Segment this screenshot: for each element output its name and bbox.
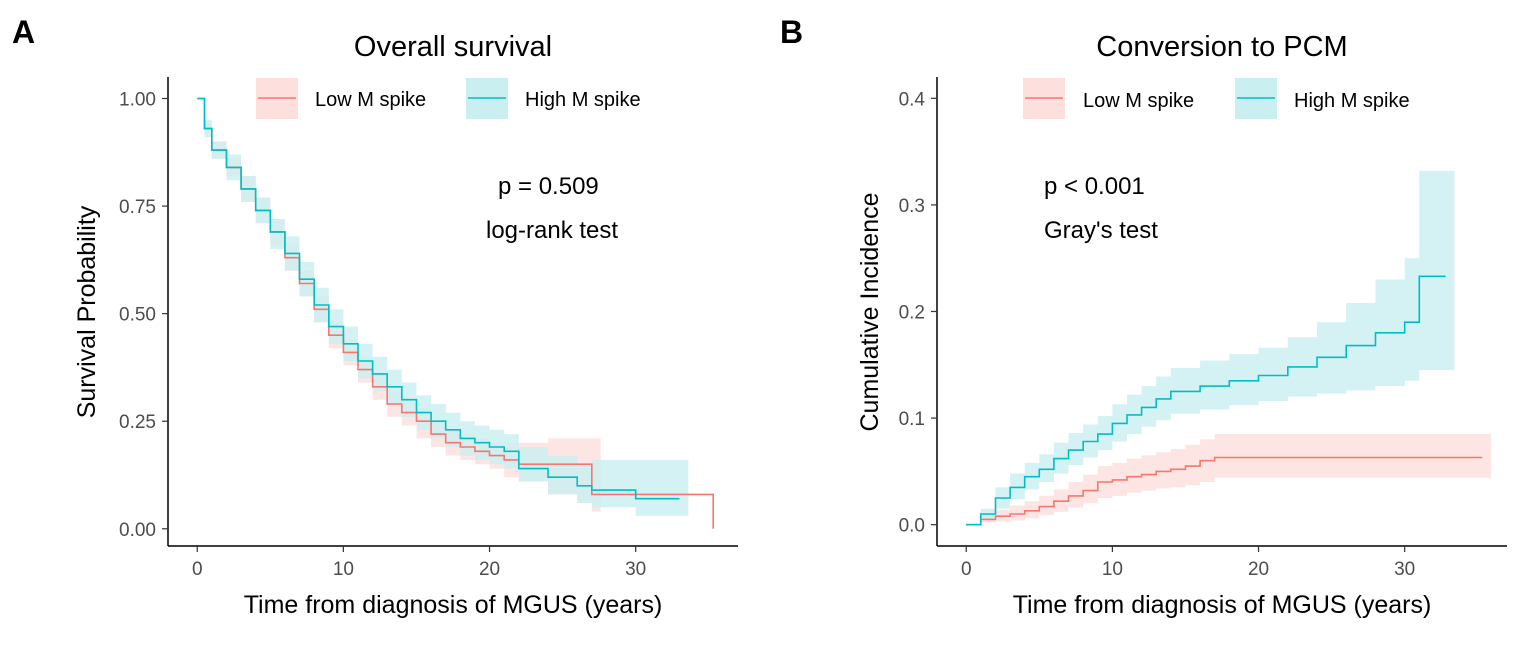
panel-a-series-line-high-m-spike bbox=[197, 97, 680, 500]
panel-b-y-tick-label: 0.3 bbox=[899, 196, 925, 217]
panel-b-p-value: p < 0.001 bbox=[1044, 173, 1145, 200]
panel-a-legend: Low M spike High M spike bbox=[256, 78, 641, 119]
panel-b: B Conversion to PCM Time from diagnosis … bbox=[780, 14, 1507, 619]
panel-b-test-name: Gray's test bbox=[1044, 217, 1158, 244]
panel-b-legend-label-low-m-spike: Low M spike bbox=[1083, 90, 1194, 112]
panel-a-x-tick-label: 10 bbox=[333, 559, 354, 580]
panel-b-legend-label-high-m-spike: High M spike bbox=[1294, 90, 1410, 112]
panel-b-y-axis-label: Cumulative Incidence bbox=[856, 192, 884, 431]
panel-a-p-value: p = 0.509 bbox=[498, 173, 599, 200]
panel-a-tag: A bbox=[12, 14, 35, 50]
panel-b-x-tick-label: 10 bbox=[1102, 559, 1123, 580]
panel-a-plot-area: 0 10 20 30 0.00 0.25 0.50 0.75 1.00 bbox=[119, 77, 738, 580]
panel-a-legend-label-low-m-spike: Low M spike bbox=[315, 89, 426, 111]
panel-a: A Overall survival Time from diagnosis o… bbox=[12, 14, 738, 619]
panel-b-ci-band-high-m-spike bbox=[966, 170, 1455, 525]
panel-a-x-tick-label: 0 bbox=[192, 559, 203, 580]
panel-a-x-axis-label: Time from diagnosis of MGUS (years) bbox=[244, 591, 663, 619]
panel-b-tag: B bbox=[780, 14, 803, 50]
panel-a-y-axis-label: Survival Probability bbox=[73, 205, 101, 418]
panel-a-title: Overall survival bbox=[354, 31, 552, 63]
panel-a-legend-label-high-m-spike: High M spike bbox=[525, 89, 641, 111]
panel-a-y-tick-label: 0.50 bbox=[119, 305, 156, 326]
panel-a-ci-band-high-m-spike bbox=[197, 98, 689, 516]
panel-a-y-tick-label: 0.00 bbox=[119, 520, 156, 541]
panel-a-y-tick-label: 0.75 bbox=[119, 197, 156, 218]
panel-a-y-tick-label: 1.00 bbox=[119, 90, 156, 111]
panel-b-y-tick-label: 0.2 bbox=[899, 303, 925, 324]
panel-b-x-tick-label: 0 bbox=[961, 559, 972, 580]
panel-a-x-tick-label: 30 bbox=[625, 559, 646, 580]
panel-b-y-tick-label: 0.1 bbox=[899, 409, 925, 430]
panel-b-x-axis-label: Time from diagnosis of MGUS (years) bbox=[1013, 591, 1432, 619]
panel-b-legend: Low M spike High M spike bbox=[1023, 78, 1410, 119]
panel-b-x-tick-label: 20 bbox=[1248, 559, 1269, 580]
panel-b-plot-area: 0 10 20 30 0.0 0.1 0.2 0.3 0.4 bbox=[899, 77, 1507, 580]
panel-b-x-tick-label: 30 bbox=[1394, 559, 1415, 580]
panel-a-y-tick-label: 0.25 bbox=[119, 412, 156, 433]
panel-b-series-line-low-m-spike bbox=[966, 456, 1483, 526]
panel-a-test-name: log-rank test bbox=[486, 217, 618, 244]
panel-b-y-tick-label: 0.0 bbox=[899, 516, 925, 537]
panel-b-series-line-high-m-spike bbox=[966, 275, 1446, 526]
panel-a-x-tick-label: 20 bbox=[479, 559, 500, 580]
panel-b-title: Conversion to PCM bbox=[1096, 31, 1347, 63]
panel-b-y-tick-label: 0.4 bbox=[899, 89, 926, 110]
